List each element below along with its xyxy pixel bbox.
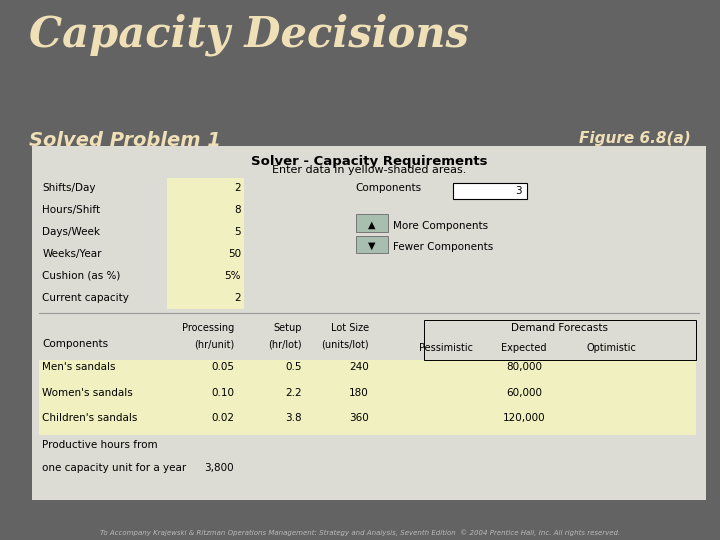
Text: Productive hours from: Productive hours from bbox=[42, 441, 158, 450]
Text: Women's sandals: Women's sandals bbox=[42, 388, 133, 398]
Text: 2: 2 bbox=[235, 183, 241, 193]
Text: Hours/Shift: Hours/Shift bbox=[42, 205, 101, 215]
Text: Components: Components bbox=[356, 183, 422, 193]
Text: Solver - Capacity Requirements: Solver - Capacity Requirements bbox=[251, 154, 487, 167]
Text: Days/Week: Days/Week bbox=[42, 227, 101, 237]
Text: Enter data in yellow-shaded areas.: Enter data in yellow-shaded areas. bbox=[272, 165, 466, 176]
Text: Cushion (as %): Cushion (as %) bbox=[42, 271, 121, 281]
Text: To Accompany Krajewski & Ritzman Operations Management: Strategy and Analysis, S: To Accompany Krajewski & Ritzman Operati… bbox=[100, 529, 620, 536]
Text: Lot Size: Lot Size bbox=[331, 323, 369, 333]
Bar bbox=[167, 178, 245, 309]
Text: Children's sandals: Children's sandals bbox=[42, 413, 138, 423]
Text: one capacity unit for a year: one capacity unit for a year bbox=[42, 463, 186, 474]
Bar bbox=[39, 361, 696, 435]
Text: Demand Forecasts: Demand Forecasts bbox=[511, 323, 608, 333]
Text: Processing: Processing bbox=[182, 323, 235, 333]
Text: Figure 6.8(a): Figure 6.8(a) bbox=[580, 131, 691, 146]
Text: Pessimistic: Pessimistic bbox=[420, 343, 474, 353]
Text: Men's sandals: Men's sandals bbox=[42, 362, 116, 372]
Text: Expected: Expected bbox=[501, 343, 546, 353]
Text: (units/lot): (units/lot) bbox=[321, 339, 369, 349]
Text: 0.10: 0.10 bbox=[212, 388, 235, 398]
Text: 0.02: 0.02 bbox=[212, 413, 235, 423]
Text: 5: 5 bbox=[235, 227, 241, 237]
Text: Fewer Components: Fewer Components bbox=[392, 242, 492, 252]
Text: 360: 360 bbox=[349, 413, 369, 423]
Text: 3,800: 3,800 bbox=[204, 463, 234, 474]
Text: Weeks/Year: Weeks/Year bbox=[42, 249, 102, 259]
Text: Optimistic: Optimistic bbox=[586, 343, 636, 353]
Text: 120,000: 120,000 bbox=[503, 413, 545, 423]
Text: (hr/lot): (hr/lot) bbox=[268, 339, 302, 349]
Text: 5%: 5% bbox=[225, 271, 241, 281]
Bar bbox=[453, 183, 527, 199]
Text: More Components: More Components bbox=[392, 221, 487, 231]
Text: 180: 180 bbox=[349, 388, 369, 398]
Text: ▲: ▲ bbox=[368, 220, 375, 230]
Text: 50: 50 bbox=[228, 249, 241, 259]
Text: 3: 3 bbox=[516, 186, 522, 196]
Text: Capacity Decisions: Capacity Decisions bbox=[29, 14, 469, 56]
Text: 240: 240 bbox=[349, 362, 369, 372]
Bar bbox=[424, 320, 696, 361]
Text: Solved Problem 1: Solved Problem 1 bbox=[29, 131, 221, 150]
Text: 0.5: 0.5 bbox=[285, 362, 302, 372]
Text: 60,000: 60,000 bbox=[506, 388, 542, 398]
Bar bbox=[356, 214, 388, 232]
Text: 2: 2 bbox=[235, 293, 241, 302]
Text: Shifts/Day: Shifts/Day bbox=[42, 183, 96, 193]
Text: (hr/unit): (hr/unit) bbox=[194, 339, 235, 349]
Text: 2.2: 2.2 bbox=[285, 388, 302, 398]
Text: 8: 8 bbox=[235, 205, 241, 215]
Text: 80,000: 80,000 bbox=[506, 362, 542, 372]
Text: 3.8: 3.8 bbox=[285, 413, 302, 423]
Text: 0.05: 0.05 bbox=[212, 362, 235, 372]
Text: ▼: ▼ bbox=[368, 241, 375, 251]
Text: Current capacity: Current capacity bbox=[42, 293, 130, 302]
Text: Setup: Setup bbox=[273, 323, 302, 333]
Text: Components: Components bbox=[42, 339, 109, 349]
Bar bbox=[356, 236, 388, 253]
